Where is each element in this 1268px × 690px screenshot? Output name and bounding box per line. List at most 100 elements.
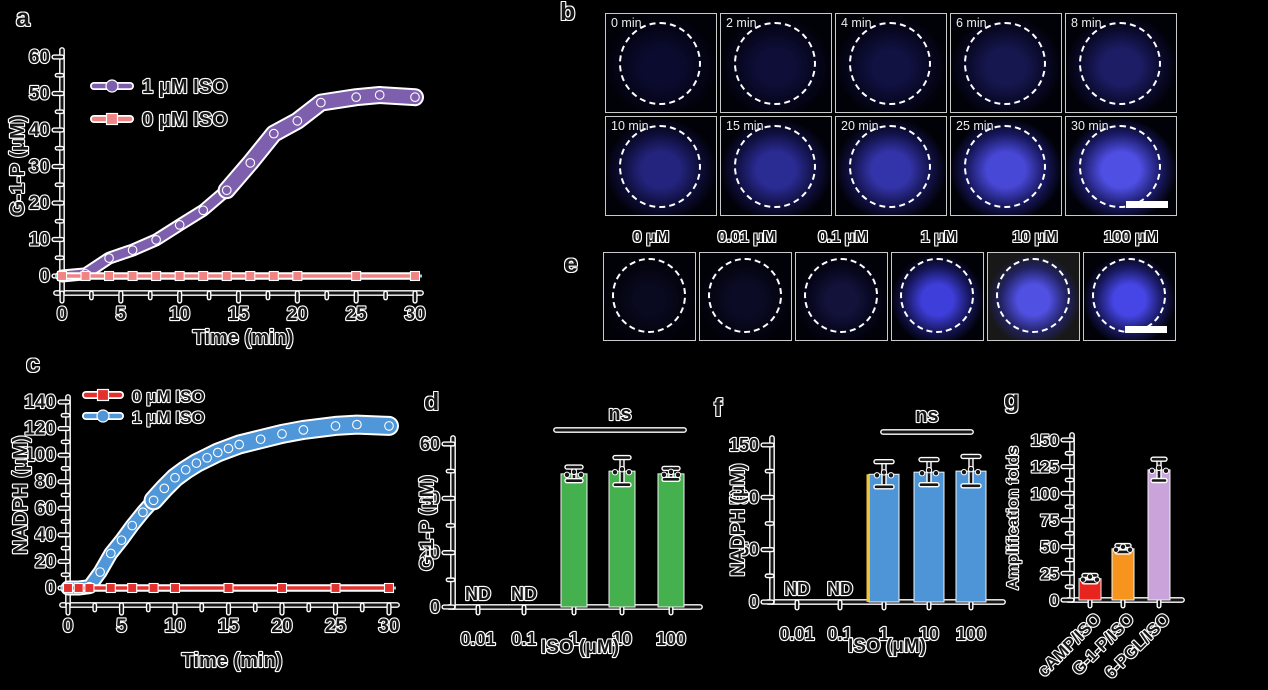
x-axis-title: Time (min) (193, 327, 294, 349)
data-marker (148, 495, 159, 506)
panel-label-g: g (1004, 386, 1020, 414)
micrograph-cell (987, 252, 1080, 341)
data-marker (330, 582, 341, 594)
legend-label: 0 μM ISO (132, 387, 205, 406)
bar (608, 470, 636, 608)
y-axis-title: NADPH (μM) (10, 436, 32, 555)
x-tick-label: 10 (612, 629, 632, 649)
y-tick-label: 20 (35, 551, 56, 572)
y-axis-title: G-1-P (μM) (417, 475, 438, 571)
x-tick-label: 10 (164, 616, 185, 637)
data-marker (151, 235, 161, 245)
nd-label: ND (827, 579, 853, 599)
data-marker (80, 270, 91, 282)
data-marker (84, 582, 95, 594)
data-marker (223, 443, 234, 454)
y-tick-label: 150 (729, 435, 759, 455)
micrograph-time-label: 8 min (1071, 16, 1102, 30)
data-marker (276, 582, 288, 594)
bar (868, 473, 900, 603)
dashed-circle-outline (1079, 125, 1161, 208)
data-marker (212, 447, 223, 458)
y-tick-label: 120 (24, 419, 56, 440)
x-axis-title: ISO (μM) (541, 637, 619, 658)
dashed-circle-outline (619, 125, 701, 208)
scatter-dot (563, 471, 571, 479)
y-tick-label: 40 (35, 525, 56, 546)
data-marker (127, 582, 138, 594)
y-tick-label: 100 (24, 445, 56, 466)
panel-label-f: f (714, 394, 723, 422)
x-tick-label: 30 (378, 616, 399, 637)
scatter-dot (887, 472, 895, 479)
data-marker (127, 520, 138, 531)
chart-f: 0 50 100 150 0.01 0.1 1 10 100 ND ND ns ISO (μM) NADP… (727, 404, 1006, 658)
dashed-circle-outline (734, 125, 816, 208)
micrograph-cell: 30 min (1065, 116, 1177, 216)
data-marker (330, 421, 341, 431)
y-tick-label: 0 (749, 592, 759, 612)
x-axis-title: Time (min) (182, 650, 283, 672)
micrograph-cell: 0 min (605, 13, 717, 113)
y-tick-label: 20 (29, 193, 50, 214)
data-marker (298, 425, 309, 435)
x-tick-label: 30 (404, 304, 425, 325)
panel-e-micrograph-grid (603, 252, 1176, 341)
scatter-dot (873, 472, 881, 479)
data-marker (105, 548, 116, 559)
ns-annotation: ns (608, 403, 631, 425)
dashed-circle-outline (849, 22, 931, 105)
scatter-dot (967, 465, 975, 473)
data-marker (409, 270, 421, 282)
bar (913, 471, 945, 603)
panel-b-micrograph-grid: 0 min 2 min 4 min 6 min 8 min 10 min 15 min 20 … (605, 13, 1177, 216)
data-marker (198, 205, 209, 216)
y-tick-label: 60 (35, 498, 56, 519)
scatter-dot (618, 465, 626, 473)
y-tick-label: 80 (35, 472, 56, 493)
y-tick-label: 40 (420, 488, 440, 508)
data-marker (159, 483, 170, 494)
dashed-circle-outline (708, 258, 782, 333)
x-tick-label: 20 (287, 304, 308, 325)
dashed-circle-outline (1092, 258, 1166, 333)
micrograph-concentration-label: 10 μM (1012, 229, 1058, 246)
data-marker (174, 220, 185, 230)
dashed-circle-outline (996, 258, 1070, 333)
y-tick-label: 50 (739, 540, 759, 560)
dashed-circle-outline (849, 125, 931, 208)
y-tick-label: 0 (430, 597, 440, 617)
y-tick-label: 140 (24, 392, 56, 413)
micrograph-cell: 4 min (835, 13, 947, 113)
data-marker (223, 582, 234, 594)
micrograph-concentration-label: 0.1 μM (818, 229, 868, 246)
micrograph-cell: 6 min (950, 13, 1062, 113)
chart-c: 0 5 10 15 20 25 30 0 20 40 60 80 100 120 140 Time (min)… (9, 386, 401, 673)
data-marker (277, 429, 287, 439)
data-marker (105, 582, 116, 594)
x-tick-label: 20 (271, 616, 292, 637)
panel-label-d: d (424, 388, 440, 416)
bar (1111, 548, 1135, 601)
y-tick-label: 0 (45, 578, 56, 599)
micrograph-concentration-label: 0.01 μM (717, 229, 777, 246)
data-marker (352, 419, 362, 430)
scatter-dot (667, 468, 675, 476)
panel-label-a: a (16, 4, 30, 32)
dashed-circle-outline (964, 22, 1046, 105)
scatter-dot (577, 471, 585, 479)
y-tick-label: 150 (1031, 431, 1059, 450)
scatter-dot (1086, 573, 1094, 580)
panel-label-c: c (26, 350, 40, 378)
dashed-circle-outline (612, 258, 686, 333)
bar (560, 473, 588, 608)
data-marker (62, 582, 74, 594)
x-tick-label: 5 (116, 304, 127, 325)
scatter-dot (960, 468, 968, 476)
micrograph-concentration-label: 0 μM (632, 229, 670, 246)
data-marker (104, 253, 114, 263)
data-marker (221, 270, 232, 282)
micrograph-concentration-label: 1 μM (920, 229, 958, 246)
data-marker (104, 270, 115, 282)
x-tick-label: 25 (325, 616, 347, 637)
